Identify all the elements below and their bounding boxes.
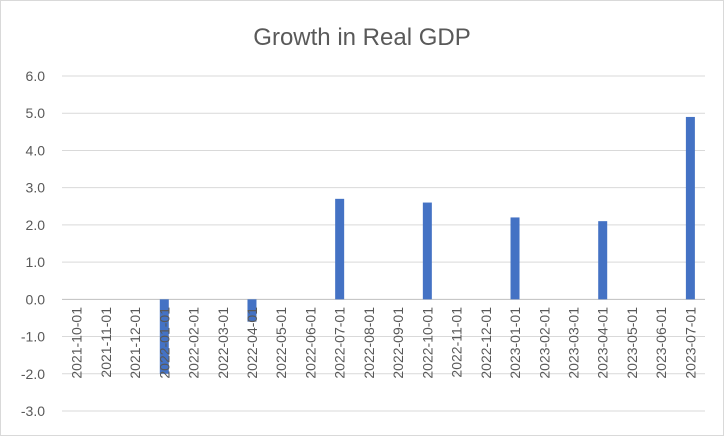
x-tick-label: 2021-12-01 xyxy=(127,307,143,379)
bar xyxy=(510,217,520,300)
bars xyxy=(159,116,695,374)
x-tick-label: 2022-05-01 xyxy=(273,307,289,379)
y-tick-label: -3.0 xyxy=(21,403,45,419)
x-axis-ticks: 2021-10-01 2021-11-01 2021-12-01 2022-01-01… xyxy=(69,307,699,379)
gridlines xyxy=(62,75,705,412)
y-tick-label: 4.0 xyxy=(26,142,46,158)
x-tick-label: 2022-04-01 xyxy=(244,307,260,379)
x-tick-label: 2022-08-01 xyxy=(361,307,377,379)
x-tick-label: 2022-01-01 xyxy=(156,307,172,379)
bar xyxy=(247,299,257,322)
y-tick-label: 6.0 xyxy=(26,68,46,84)
y-tick-label: 2.0 xyxy=(26,217,46,233)
x-tick-label: 2023-03-01 xyxy=(565,307,581,379)
x-tick-label: 2023-02-01 xyxy=(536,307,552,379)
y-tick-label: 5.0 xyxy=(26,105,46,121)
x-tick-label: 2023-05-01 xyxy=(624,307,640,379)
y-tick-label: 0.0 xyxy=(26,291,46,307)
y-tick-label: 1.0 xyxy=(26,254,46,270)
x-tick-label: 2021-10-01 xyxy=(69,307,85,379)
y-tick-label: -2.0 xyxy=(21,366,45,382)
x-tick-label: 2023-06-01 xyxy=(653,307,669,379)
x-tick-label: 2022-11-01 xyxy=(449,307,465,378)
bar xyxy=(685,116,695,300)
x-tick-label: 2022-10-01 xyxy=(419,307,435,379)
y-tick-label: 3.0 xyxy=(26,180,46,196)
bar xyxy=(422,202,432,300)
y-axis-ticks: 6.0 5.0 4.0 3.0 2.0 1.0 0.0 -1.0 -2.0 -3.0 xyxy=(21,68,45,419)
x-tick-label: 2022-06-01 xyxy=(302,307,318,379)
y-tick-label: -1.0 xyxy=(21,329,45,345)
bar xyxy=(159,299,169,374)
chart-title: Growth in Real GDP xyxy=(253,24,470,51)
bar xyxy=(335,198,345,300)
x-tick-label: 2023-07-01 xyxy=(682,307,698,379)
x-tick-label: 2023-01-01 xyxy=(507,307,523,379)
x-tick-label: 2021-11-01 xyxy=(98,307,114,378)
x-tick-label: 2022-12-01 xyxy=(478,307,494,379)
x-tick-label: 2022-09-01 xyxy=(390,307,406,379)
bar xyxy=(598,221,608,300)
x-tick-label: 2022-07-01 xyxy=(332,307,348,379)
x-tick-label: 2023-04-01 xyxy=(595,307,611,379)
x-tick-label: 2022-02-01 xyxy=(186,307,202,379)
x-tick-label: 2022-03-01 xyxy=(215,307,231,379)
